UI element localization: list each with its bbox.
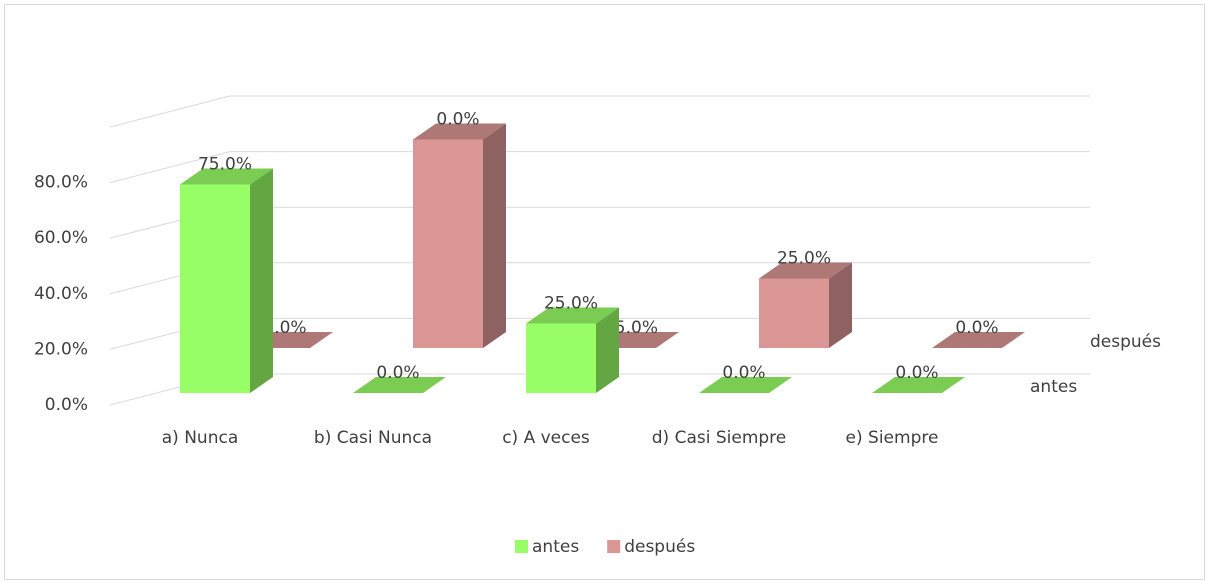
x-tick-label: a) Nunca [162, 428, 238, 448]
bar-front [413, 139, 483, 348]
bar-top [872, 377, 965, 393]
data-label: 0.0% [955, 318, 998, 338]
data-label: 25.0% [544, 294, 598, 314]
bar-front [180, 184, 250, 393]
legend-label: antes [532, 537, 579, 557]
x-tick-label: e) Siempre [846, 428, 939, 448]
y-tick-label: 40.0% [34, 284, 88, 304]
legend-swatch [515, 540, 528, 553]
bar-side [596, 307, 619, 393]
data-label: 0.0% [895, 363, 938, 383]
data-label: 0.0% [436, 110, 479, 130]
depth-axis-label: antes [1030, 377, 1077, 397]
bar-side [250, 168, 273, 393]
x-tick-label: c) A veces [502, 428, 590, 448]
legend-swatch [607, 540, 621, 553]
bar-front [759, 278, 829, 348]
data-label: 25.0% [777, 249, 831, 269]
bar-top [353, 377, 446, 393]
bar-front [526, 323, 596, 393]
bar-top [759, 262, 852, 279]
data-label: 0.0% [376, 363, 419, 383]
grid-line [109, 151, 231, 184]
y-tick-label: 20.0% [34, 339, 88, 359]
bar-top [932, 332, 1025, 348]
bar-top [413, 123, 506, 140]
x-tick-label: d) Casi Siempre [652, 428, 787, 448]
data-label: 75.0% [198, 155, 252, 175]
legend-label: después [624, 537, 695, 557]
data-label: 0.0% [263, 318, 306, 338]
depth-axis-label: después [1090, 332, 1161, 352]
y-tick-label: 80.0% [34, 173, 88, 193]
grid-line [109, 95, 231, 128]
data-label: 0.0% [722, 363, 765, 383]
bar-top [699, 377, 792, 393]
bar-side [829, 262, 852, 348]
y-tick-label: 60.0% [34, 228, 88, 248]
x-tick-label: b) Casi Nunca [314, 428, 432, 448]
bar-top [180, 168, 273, 185]
bar-top [526, 307, 619, 324]
y-tick-label: 0.0% [45, 395, 88, 415]
bar-side [483, 123, 506, 348]
